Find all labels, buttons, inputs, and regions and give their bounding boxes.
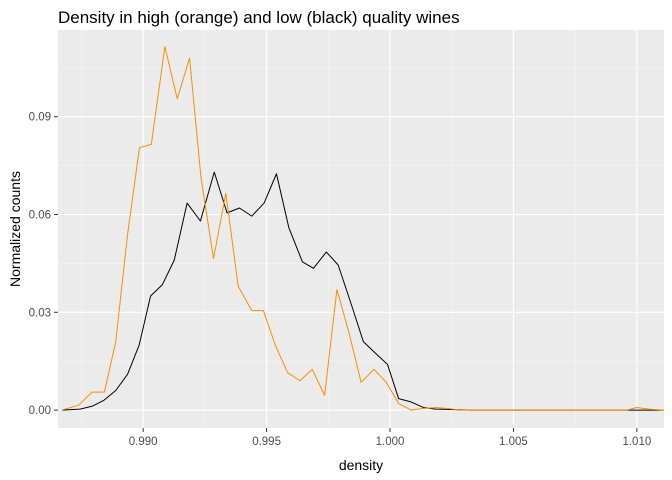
series-line-1: [61, 46, 664, 411]
x-tick-label: 0.990: [129, 436, 158, 448]
y-tick-label: 0.06: [29, 209, 51, 221]
series-lines: [61, 46, 664, 411]
y-tick-label: 0.03: [29, 307, 51, 319]
y-tick-label: 0.09: [29, 112, 51, 124]
y-axis: 0.00 0.03 0.06 0.09: [29, 112, 58, 417]
y-axis-title: Normalized counts: [7, 171, 23, 287]
x-tick-label: 1.000: [376, 436, 405, 448]
x-axis-title: density: [339, 457, 383, 473]
chart-title: Density in high (orange) and low (black)…: [58, 8, 460, 27]
x-tick-label: 1.005: [499, 436, 528, 448]
y-tick-label: 0.00: [29, 405, 51, 417]
x-tick-label: 1.010: [622, 436, 651, 448]
x-axis: 0.990 0.995 1.000 1.005 1.010: [129, 428, 651, 448]
plot-panel: [58, 30, 664, 428]
grid-lines: [58, 30, 664, 428]
x-tick-label: 0.995: [252, 436, 281, 448]
